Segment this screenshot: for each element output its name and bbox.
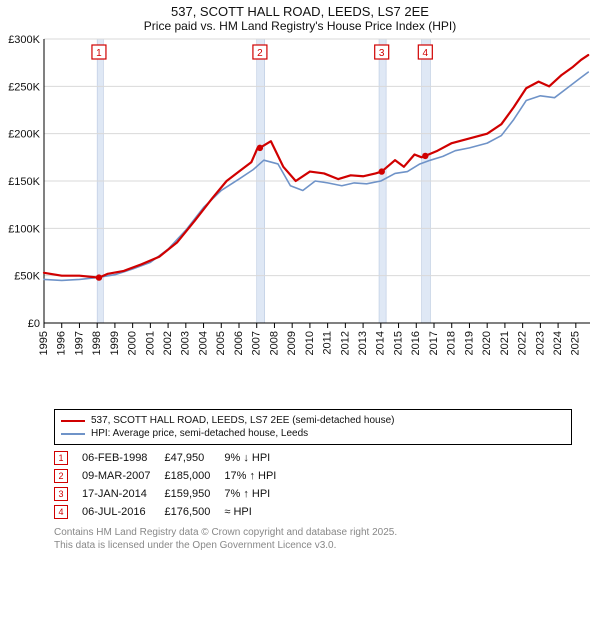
legend-label: HPI: Average price, semi-detached house,… [91, 428, 308, 439]
svg-text:2002: 2002 [162, 331, 174, 355]
sale-marker-icon: 2 [54, 469, 68, 483]
svg-text:2023: 2023 [534, 331, 546, 355]
sale-delta: 17% ↑ HPI [224, 467, 290, 485]
svg-text:4: 4 [423, 48, 429, 59]
svg-text:£50K: £50K [14, 271, 40, 283]
svg-text:£250K: £250K [8, 81, 40, 93]
legend-swatch [61, 433, 85, 435]
svg-text:£100K: £100K [8, 223, 40, 235]
sale-marker-icon: 3 [54, 487, 68, 501]
table-row: 2 09-MAR-2007£185,00017% ↑ HPI [54, 467, 290, 485]
sale-date: 17-JAN-2014 [82, 485, 164, 503]
figure: 537, SCOTT HALL ROAD, LEEDS, LS7 2EE Pri… [0, 0, 600, 552]
svg-text:2012: 2012 [339, 331, 351, 355]
sale-delta: ≈ HPI [224, 503, 290, 521]
sale-marker-icon: 4 [54, 505, 68, 519]
svg-text:2015: 2015 [392, 331, 404, 355]
footer-line2: This data is licensed under the Open Gov… [54, 540, 572, 553]
chart-title-line1: 537, SCOTT HALL ROAD, LEEDS, LS7 2EE [0, 4, 600, 19]
sale-delta: 7% ↑ HPI [224, 485, 290, 503]
svg-text:1995: 1995 [38, 331, 50, 355]
svg-text:2014: 2014 [375, 331, 387, 355]
table-row: 3 17-JAN-2014£159,9507% ↑ HPI [54, 485, 290, 503]
table-row: 4 06-JUL-2016£176,500≈ HPI [54, 503, 290, 521]
footer-attribution: Contains HM Land Registry data © Crown c… [54, 527, 572, 552]
sale-date: 09-MAR-2007 [82, 467, 164, 485]
svg-text:2007: 2007 [251, 331, 263, 355]
sale-delta: 9% ↓ HPI [224, 449, 290, 467]
svg-text:2019: 2019 [463, 331, 475, 355]
svg-text:2008: 2008 [268, 331, 280, 355]
legend-label: 537, SCOTT HALL ROAD, LEEDS, LS7 2EE (se… [91, 415, 394, 426]
svg-text:2011: 2011 [322, 331, 334, 355]
svg-text:£200K: £200K [8, 129, 40, 141]
svg-text:£300K: £300K [8, 34, 40, 46]
sale-marker-icon: 1 [54, 451, 68, 465]
svg-text:2022: 2022 [517, 331, 529, 355]
svg-text:2009: 2009 [286, 331, 298, 355]
svg-text:1996: 1996 [56, 331, 68, 355]
svg-text:2006: 2006 [233, 331, 245, 355]
svg-text:2003: 2003 [180, 331, 192, 355]
svg-text:1998: 1998 [91, 331, 103, 355]
chart-title-line2: Price paid vs. HM Land Registry's House … [0, 19, 600, 33]
sale-date: 06-FEB-1998 [82, 449, 164, 467]
footer-line1: Contains HM Land Registry data © Crown c… [54, 527, 572, 540]
svg-text:1999: 1999 [109, 331, 121, 355]
svg-text:£150K: £150K [8, 176, 40, 188]
svg-text:1997: 1997 [73, 331, 85, 355]
svg-text:2017: 2017 [428, 331, 440, 355]
svg-text:1: 1 [96, 48, 102, 59]
svg-text:2004: 2004 [197, 331, 209, 355]
legend: 537, SCOTT HALL ROAD, LEEDS, LS7 2EE (se… [54, 409, 572, 445]
svg-text:2018: 2018 [446, 331, 458, 355]
svg-text:2016: 2016 [410, 331, 422, 355]
svg-text:2025: 2025 [570, 331, 582, 355]
table-row: 1 06-FEB-1998£47,9509% ↓ HPI [54, 449, 290, 467]
sales-table: 1 06-FEB-1998£47,9509% ↓ HPI 2 09-MAR-2007£… [54, 449, 290, 521]
sale-price: £176,500 [164, 503, 224, 521]
svg-text:2020: 2020 [481, 331, 493, 355]
sale-price: £47,950 [164, 449, 224, 467]
svg-text:2001: 2001 [144, 331, 156, 355]
legend-item: 537, SCOTT HALL ROAD, LEEDS, LS7 2EE (se… [61, 414, 565, 427]
svg-text:2: 2 [257, 48, 263, 59]
legend-item: HPI: Average price, semi-detached house,… [61, 427, 565, 440]
svg-text:2021: 2021 [499, 331, 511, 355]
svg-text:2000: 2000 [127, 331, 139, 355]
svg-text:3: 3 [379, 48, 385, 59]
svg-text:2010: 2010 [304, 331, 316, 355]
svg-text:2013: 2013 [357, 331, 369, 355]
svg-text:2024: 2024 [552, 331, 564, 355]
sale-date: 06-JUL-2016 [82, 503, 164, 521]
line-chart-svg: £0 £50K £100K £150K £200K £250K £300K 1995 1996 1… [0, 33, 600, 403]
sale-price: £159,950 [164, 485, 224, 503]
sale-price: £185,000 [164, 467, 224, 485]
svg-text:2005: 2005 [215, 331, 227, 355]
svg-text:£0: £0 [28, 318, 40, 330]
legend-swatch [61, 420, 85, 422]
chart-titles: 537, SCOTT HALL ROAD, LEEDS, LS7 2EE Pri… [0, 0, 600, 33]
chart-area: £0 £50K £100K £150K £200K £250K £300K 1995 1996 1… [0, 33, 600, 403]
